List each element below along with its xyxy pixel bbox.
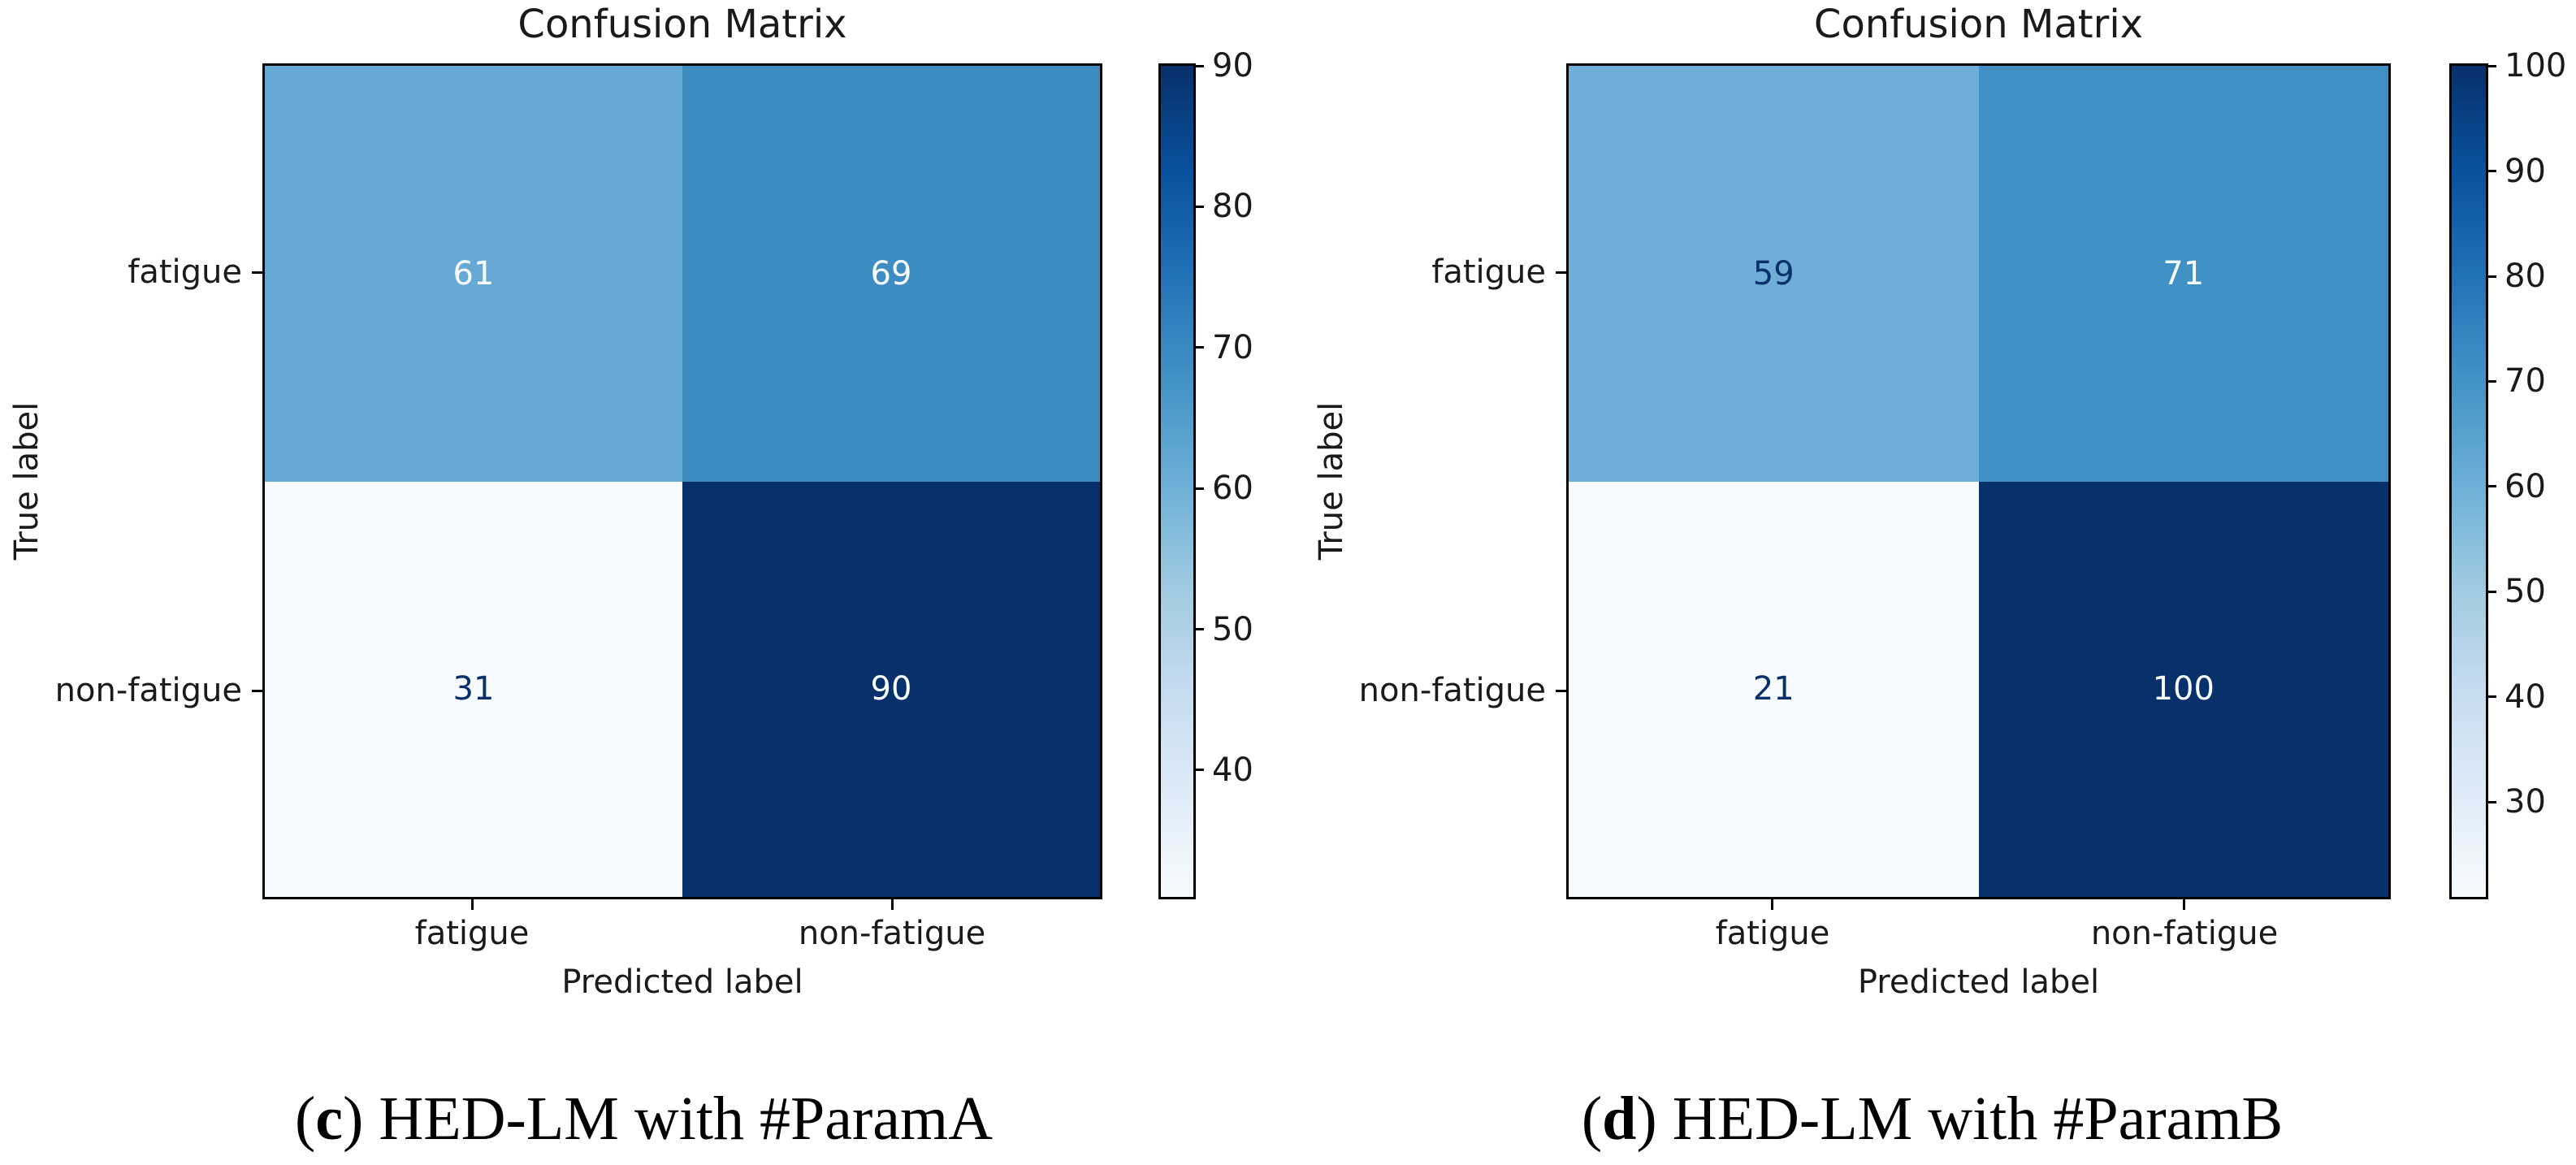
- matrix-cell-r0c0: 61: [265, 66, 682, 482]
- colorbar-tick: 70: [1193, 329, 1253, 366]
- colorbar-tick: 80: [1193, 188, 1253, 225]
- y-tick-label-fatigue: fatigue: [128, 253, 242, 291]
- colorbar-tick: 80: [2486, 258, 2546, 295]
- colorbar-tick-mark: [1193, 205, 1204, 208]
- plot-title: Confusion Matrix: [517, 2, 847, 47]
- matrix-cell-r1c0: 21: [1569, 481, 1979, 897]
- cell-value: 61: [452, 254, 495, 292]
- colorbar-tick-label: 60: [2505, 467, 2546, 505]
- y-tick-label-non-fatigue: non-fatigue: [54, 672, 242, 709]
- colorbar-tick-mark: [1193, 64, 1204, 67]
- confusion-matrix-grid: 61 69 31 90: [262, 63, 1102, 899]
- figure-panel-d: Confusion Matrix 59 71 21 100 fatigue no…: [1288, 0, 2576, 1165]
- caption-letter: c: [315, 1085, 344, 1153]
- caption-text: ) HED-LM with #ParamA: [343, 1085, 993, 1153]
- colorbar-tick-label: 90: [1212, 47, 1253, 84]
- plot-title: Confusion Matrix: [1813, 2, 2144, 47]
- colorbar-tick: 60: [2486, 468, 2546, 505]
- y-tick-mark: [252, 690, 262, 692]
- matrix-cell-r0c1: 69: [682, 66, 1100, 482]
- figure-caption-c: (c) HED-LM with #ParamA: [0, 1084, 1288, 1154]
- colorbar-tick-mark: [2486, 800, 2496, 803]
- y-tick-mark: [1556, 690, 1566, 692]
- colorbar-tick-label: 70: [1212, 328, 1253, 366]
- colorbar-tick: 40: [2486, 678, 2546, 716]
- colorbar-tick-mark: [1193, 346, 1204, 349]
- colorbar: 100 90 80 70 60 50: [2449, 47, 2566, 899]
- colorbar-tick-mark: [2486, 695, 2496, 699]
- x-tick-label-non-fatigue: non-fatigue: [798, 915, 986, 952]
- cell-value: 31: [452, 670, 495, 708]
- colorbar-tick-mark: [2486, 590, 2496, 593]
- y-tick-mark: [252, 271, 262, 274]
- figure-panel-c: Confusion Matrix 61 69 31 90 fatigue non…: [0, 2, 1288, 1154]
- colorbar-tick-label: 30: [2505, 783, 2546, 821]
- y-tick-label-non-fatigue: non-fatigue: [1358, 672, 1546, 709]
- colorbar-tick-label: 50: [2505, 573, 2546, 611]
- matrix-cell-r1c1: 90: [682, 481, 1100, 897]
- colorbar-tick-mark: [1193, 487, 1204, 490]
- colorbar-tick-mark: [2486, 275, 2496, 278]
- matrix-cell-r0c0: 59: [1569, 66, 1979, 482]
- colorbar-tick: 100: [2486, 47, 2566, 84]
- confusion-matrix-grid: 59 71 21 100: [1566, 63, 2391, 899]
- colorbar-tick-mark: [2486, 379, 2496, 383]
- ylabel: True label: [8, 401, 45, 561]
- x-tick-mark: [891, 899, 894, 910]
- ylabel: True label: [1313, 401, 1350, 561]
- x-tick-label-fatigue: fatigue: [1715, 915, 1830, 952]
- colorbar-tick-label: 90: [2505, 152, 2546, 190]
- colorbar-tick: 50: [2486, 573, 2546, 610]
- colorbar-tick-mark: [2486, 64, 2496, 67]
- colorbar-tick: 50: [1193, 611, 1253, 648]
- y-tick-mark: [1556, 271, 1566, 274]
- colorbar-tick-label: 60: [1212, 470, 1253, 508]
- colorbar-tick-label: 40: [1212, 751, 1253, 789]
- matrix-cell-r1c0: 31: [265, 481, 682, 897]
- colorbar-tick-mark: [1193, 769, 1204, 772]
- colorbar-tick: 60: [1193, 470, 1253, 507]
- colorbar-tick-label: 40: [2505, 678, 2546, 716]
- colorbar-tick: 40: [1193, 751, 1253, 789]
- xlabel: Predicted label: [1857, 964, 2100, 1001]
- colorbar-gradient: [2452, 66, 2486, 897]
- x-tick-label-fatigue: fatigue: [414, 915, 530, 952]
- colorbar-tick-label: 50: [1212, 610, 1253, 648]
- colorbar: 90 80 70 60 50 40: [1158, 47, 1253, 899]
- figure-caption-d: (d) HED-LM with #ParamB: [1288, 1084, 2576, 1154]
- x-tick-mark: [471, 899, 474, 910]
- cell-value: 69: [870, 254, 912, 292]
- caption-paren: (: [294, 1085, 316, 1153]
- colorbar-tick-label: 80: [2505, 258, 2546, 296]
- colorbar-tick-mark: [2486, 170, 2496, 172]
- x-tick-mark: [1771, 899, 1773, 910]
- matrix-cell-r0c1: 71: [1978, 66, 2388, 482]
- y-tick-label-fatigue: fatigue: [1431, 253, 1546, 291]
- colorbar-tick: 30: [2486, 783, 2546, 821]
- colorbar-tick: 70: [2486, 362, 2546, 400]
- cell-value: 59: [1752, 254, 1795, 292]
- caption-paren: (: [1581, 1085, 1603, 1153]
- caption-text: ) HED-LM with #ParamB: [1636, 1085, 2284, 1153]
- x-tick-mark: [2183, 899, 2185, 910]
- colorbar-tick-label: 100: [2505, 47, 2567, 84]
- colorbar-tick-mark: [1193, 628, 1204, 631]
- cell-value: 90: [870, 670, 912, 708]
- xlabel: Predicted label: [561, 964, 803, 1001]
- colorbar-gradient: [1161, 66, 1193, 897]
- cell-value: 21: [1752, 670, 1795, 708]
- caption-letter: d: [1602, 1085, 1637, 1153]
- colorbar-tick-mark: [2486, 485, 2496, 488]
- matrix-cell-r1c1: 100: [1978, 481, 2388, 897]
- colorbar-tick: 90: [2486, 153, 2546, 190]
- colorbar-tick: 90: [1193, 47, 1253, 84]
- cell-value: 71: [2163, 254, 2205, 292]
- cell-value: 100: [2152, 670, 2214, 708]
- colorbar-tick-label: 80: [1212, 188, 1253, 226]
- x-tick-label-non-fatigue: non-fatigue: [2090, 915, 2279, 952]
- colorbar-tick-label: 70: [2505, 362, 2546, 401]
